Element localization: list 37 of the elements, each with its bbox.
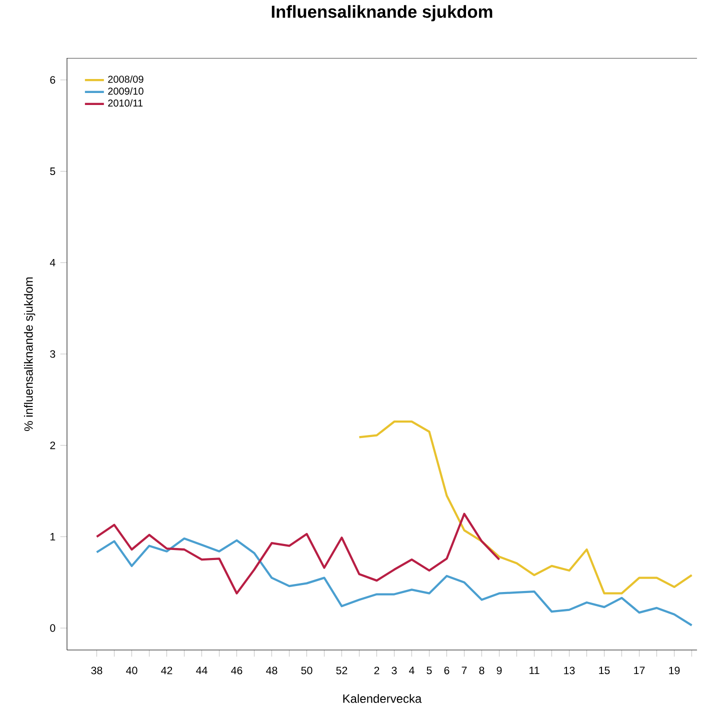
x-tick-label: 4 xyxy=(409,666,414,674)
x-tick-label: 3 xyxy=(392,666,397,674)
y-tick-label: 5 xyxy=(50,168,56,176)
y-tick-label: 3 xyxy=(50,350,56,358)
line-series xyxy=(358,420,693,594)
x-tick-label: 9 xyxy=(496,666,502,674)
x-tick-label: 48 xyxy=(266,666,278,674)
x-tick-label: 13 xyxy=(564,666,575,674)
y-tick-label: 2 xyxy=(50,442,56,450)
y-tick-label: 0 xyxy=(50,624,56,632)
chart-title: Influensaliknande sjukdom xyxy=(272,5,492,22)
line-series xyxy=(96,537,693,626)
y-tick-label: 4 xyxy=(50,258,56,266)
x-tick-label: 17 xyxy=(634,666,645,674)
x-tick-label: 52 xyxy=(336,666,348,674)
x-axis-title: Kalendervecka xyxy=(343,694,422,703)
line-series xyxy=(96,512,500,594)
x-tick-label: 50 xyxy=(301,666,312,674)
y-axis-title: % influensaliknande sjukdom xyxy=(24,277,36,431)
x-tick-label: 38 xyxy=(91,666,102,674)
legend-label: 2009/10 xyxy=(108,87,144,95)
x-tick-label: 11 xyxy=(530,666,540,674)
x-tick-label: 19 xyxy=(669,666,680,674)
x-tick-label: 40 xyxy=(126,666,138,674)
x-tick-label: 42 xyxy=(161,666,172,674)
x-tick-label: 8 xyxy=(479,666,484,674)
x-tick-label: 15 xyxy=(599,666,610,674)
y-tick-label: 1 xyxy=(50,533,56,540)
y-tick-label: 6 xyxy=(50,76,56,84)
x-tick-label: 7 xyxy=(462,666,467,674)
x-tick-label: 46 xyxy=(231,666,242,674)
x-tick-label: 5 xyxy=(426,666,432,674)
legend-label: 2010/11 xyxy=(108,99,143,107)
legend-label: 2008/09 xyxy=(108,75,144,83)
x-tick-label: 2 xyxy=(374,666,380,674)
x-tick-label: 6 xyxy=(444,666,450,674)
x-tick-label: 44 xyxy=(196,666,208,674)
